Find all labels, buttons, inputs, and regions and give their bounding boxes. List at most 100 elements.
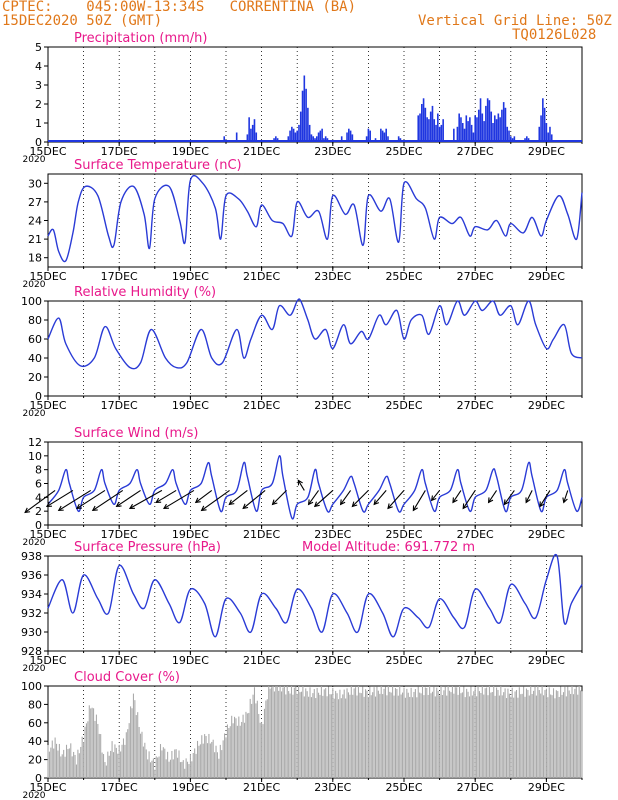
cloud-bar-114 <box>209 743 211 778</box>
cloud-bar-77 <box>157 757 159 778</box>
cloud-bar-248 <box>400 694 402 778</box>
cloud-bar-155 <box>268 686 270 778</box>
x-tick-label-3-7: 29DEC <box>528 528 565 541</box>
cloud-bar-10 <box>61 754 63 778</box>
cloud-bar-360 <box>560 686 562 778</box>
x-tick-label-1-0: 15DEC <box>29 270 66 283</box>
precip-bar-14 <box>292 128 295 142</box>
year-label-1: 2020 <box>23 280 46 290</box>
cloud-bar-192 <box>320 686 322 778</box>
cloud-bar-310 <box>488 686 490 778</box>
precip-bar-94 <box>506 126 509 142</box>
x-tick-label-1-2: 19DEC <box>172 270 209 283</box>
cloud-bar-27 <box>85 723 87 778</box>
cloud-bar-116 <box>212 739 214 778</box>
cloud-bar-222 <box>363 696 365 778</box>
cloud-bar-174 <box>295 686 297 778</box>
cloud-bar-357 <box>555 690 557 778</box>
precip-bar-2 <box>246 134 249 142</box>
y-tick-label-4-5: 938 <box>21 550 42 563</box>
precip-bar-53 <box>422 98 425 142</box>
precip-bar-25 <box>312 136 315 142</box>
cloud-bar-279 <box>444 686 446 778</box>
cloud-bar-48 <box>115 747 117 778</box>
wind-vector-head-12 <box>242 503 249 510</box>
cloud-bar-264 <box>423 695 425 778</box>
cloud-bar-258 <box>414 689 416 778</box>
cloud-bar-56 <box>127 729 129 778</box>
cloud-bar-302 <box>477 686 479 778</box>
cloud-bar-217 <box>356 695 358 778</box>
precip-bar-74 <box>470 124 473 142</box>
cloud-bar-75 <box>154 769 156 778</box>
cloud-bar-40 <box>104 762 106 778</box>
cloud-bar-28 <box>87 721 89 778</box>
precip-bar-47 <box>387 136 389 142</box>
cloud-bar-189 <box>316 687 318 778</box>
cloud-bar-184 <box>309 687 311 778</box>
cloud-bar-23 <box>80 746 82 778</box>
cloud-bar-265 <box>424 687 426 778</box>
cloud-bar-163 <box>279 686 281 778</box>
cloud-bar-165 <box>282 687 284 778</box>
wind-vector-6 <box>129 489 163 509</box>
y-tick-label-4-1: 930 <box>21 626 42 639</box>
cloud-bar-375 <box>581 691 583 778</box>
cloud-bar-69 <box>145 749 147 778</box>
y-tick-label-1-4: 30 <box>28 177 42 190</box>
cloud-bar-95 <box>182 760 184 778</box>
cloud-bar-45 <box>111 741 113 778</box>
cloud-bar-295 <box>467 691 469 778</box>
series-line-1 <box>47 174 583 263</box>
cloud-bar-285 <box>453 693 455 778</box>
cloud-bar-203 <box>336 693 338 778</box>
cloud-bar-367 <box>570 693 572 778</box>
cloud-bar-148 <box>258 713 260 778</box>
cloud-bar-208 <box>343 689 345 778</box>
precip-bar-71 <box>465 115 468 142</box>
cloud-bar-350 <box>545 688 547 778</box>
cloud-bar-29 <box>88 705 90 778</box>
x-tick-label-5-0: 15DEC <box>29 781 66 794</box>
x-tick-label-4-7: 29DEC <box>528 654 565 667</box>
precip-bar-0 <box>223 136 226 142</box>
cloud-bar-150 <box>261 722 263 778</box>
cloud-bar-168 <box>286 686 288 778</box>
precip-bar-100 <box>526 136 528 142</box>
cloud-bar-119 <box>216 752 218 778</box>
precip-bar-21 <box>305 88 307 142</box>
precip-bar-24 <box>310 134 313 142</box>
cloud-bar-374 <box>580 690 582 778</box>
cloud-bar-19 <box>74 754 76 778</box>
cloud-bar-106 <box>198 745 200 778</box>
cloud-bar-278 <box>443 690 445 778</box>
wind-vector-0 <box>24 489 56 513</box>
cloud-bar-104 <box>195 753 197 778</box>
wind-vector-15 <box>308 490 320 505</box>
cloud-bar-4 <box>53 748 55 778</box>
cloud-bar-52 <box>121 744 123 778</box>
y-tick-label-0-4: 4 <box>35 60 42 73</box>
x-tick-label-2-6: 27DEC <box>457 399 494 412</box>
x-tick-label-2-3: 21DEC <box>243 399 280 412</box>
cloud-bar-368 <box>571 686 573 778</box>
cloud-bar-188 <box>315 698 317 778</box>
cloud-bar-269 <box>430 693 432 778</box>
precip-bar-58 <box>431 105 434 142</box>
cloud-bar-73 <box>151 760 153 778</box>
precip-bar-50 <box>417 115 420 142</box>
cloud-bar-334 <box>523 686 525 778</box>
cloud-bar-55 <box>125 732 127 778</box>
cloud-bar-70 <box>147 759 149 778</box>
cloud-bar-57 <box>128 723 130 778</box>
cloud-bar-120 <box>218 758 220 778</box>
precip-bar-30 <box>321 128 323 142</box>
precip-bar-66 <box>456 126 459 142</box>
cloud-bar-39 <box>103 754 105 778</box>
cloud-bar-35 <box>97 723 99 778</box>
cloud-bar-298 <box>471 695 473 778</box>
x-tick-label-5-7: 29DEC <box>528 781 565 794</box>
cloud-bar-103 <box>194 748 196 778</box>
precip-bar-32 <box>324 136 327 142</box>
cloud-bar-110 <box>204 734 206 778</box>
